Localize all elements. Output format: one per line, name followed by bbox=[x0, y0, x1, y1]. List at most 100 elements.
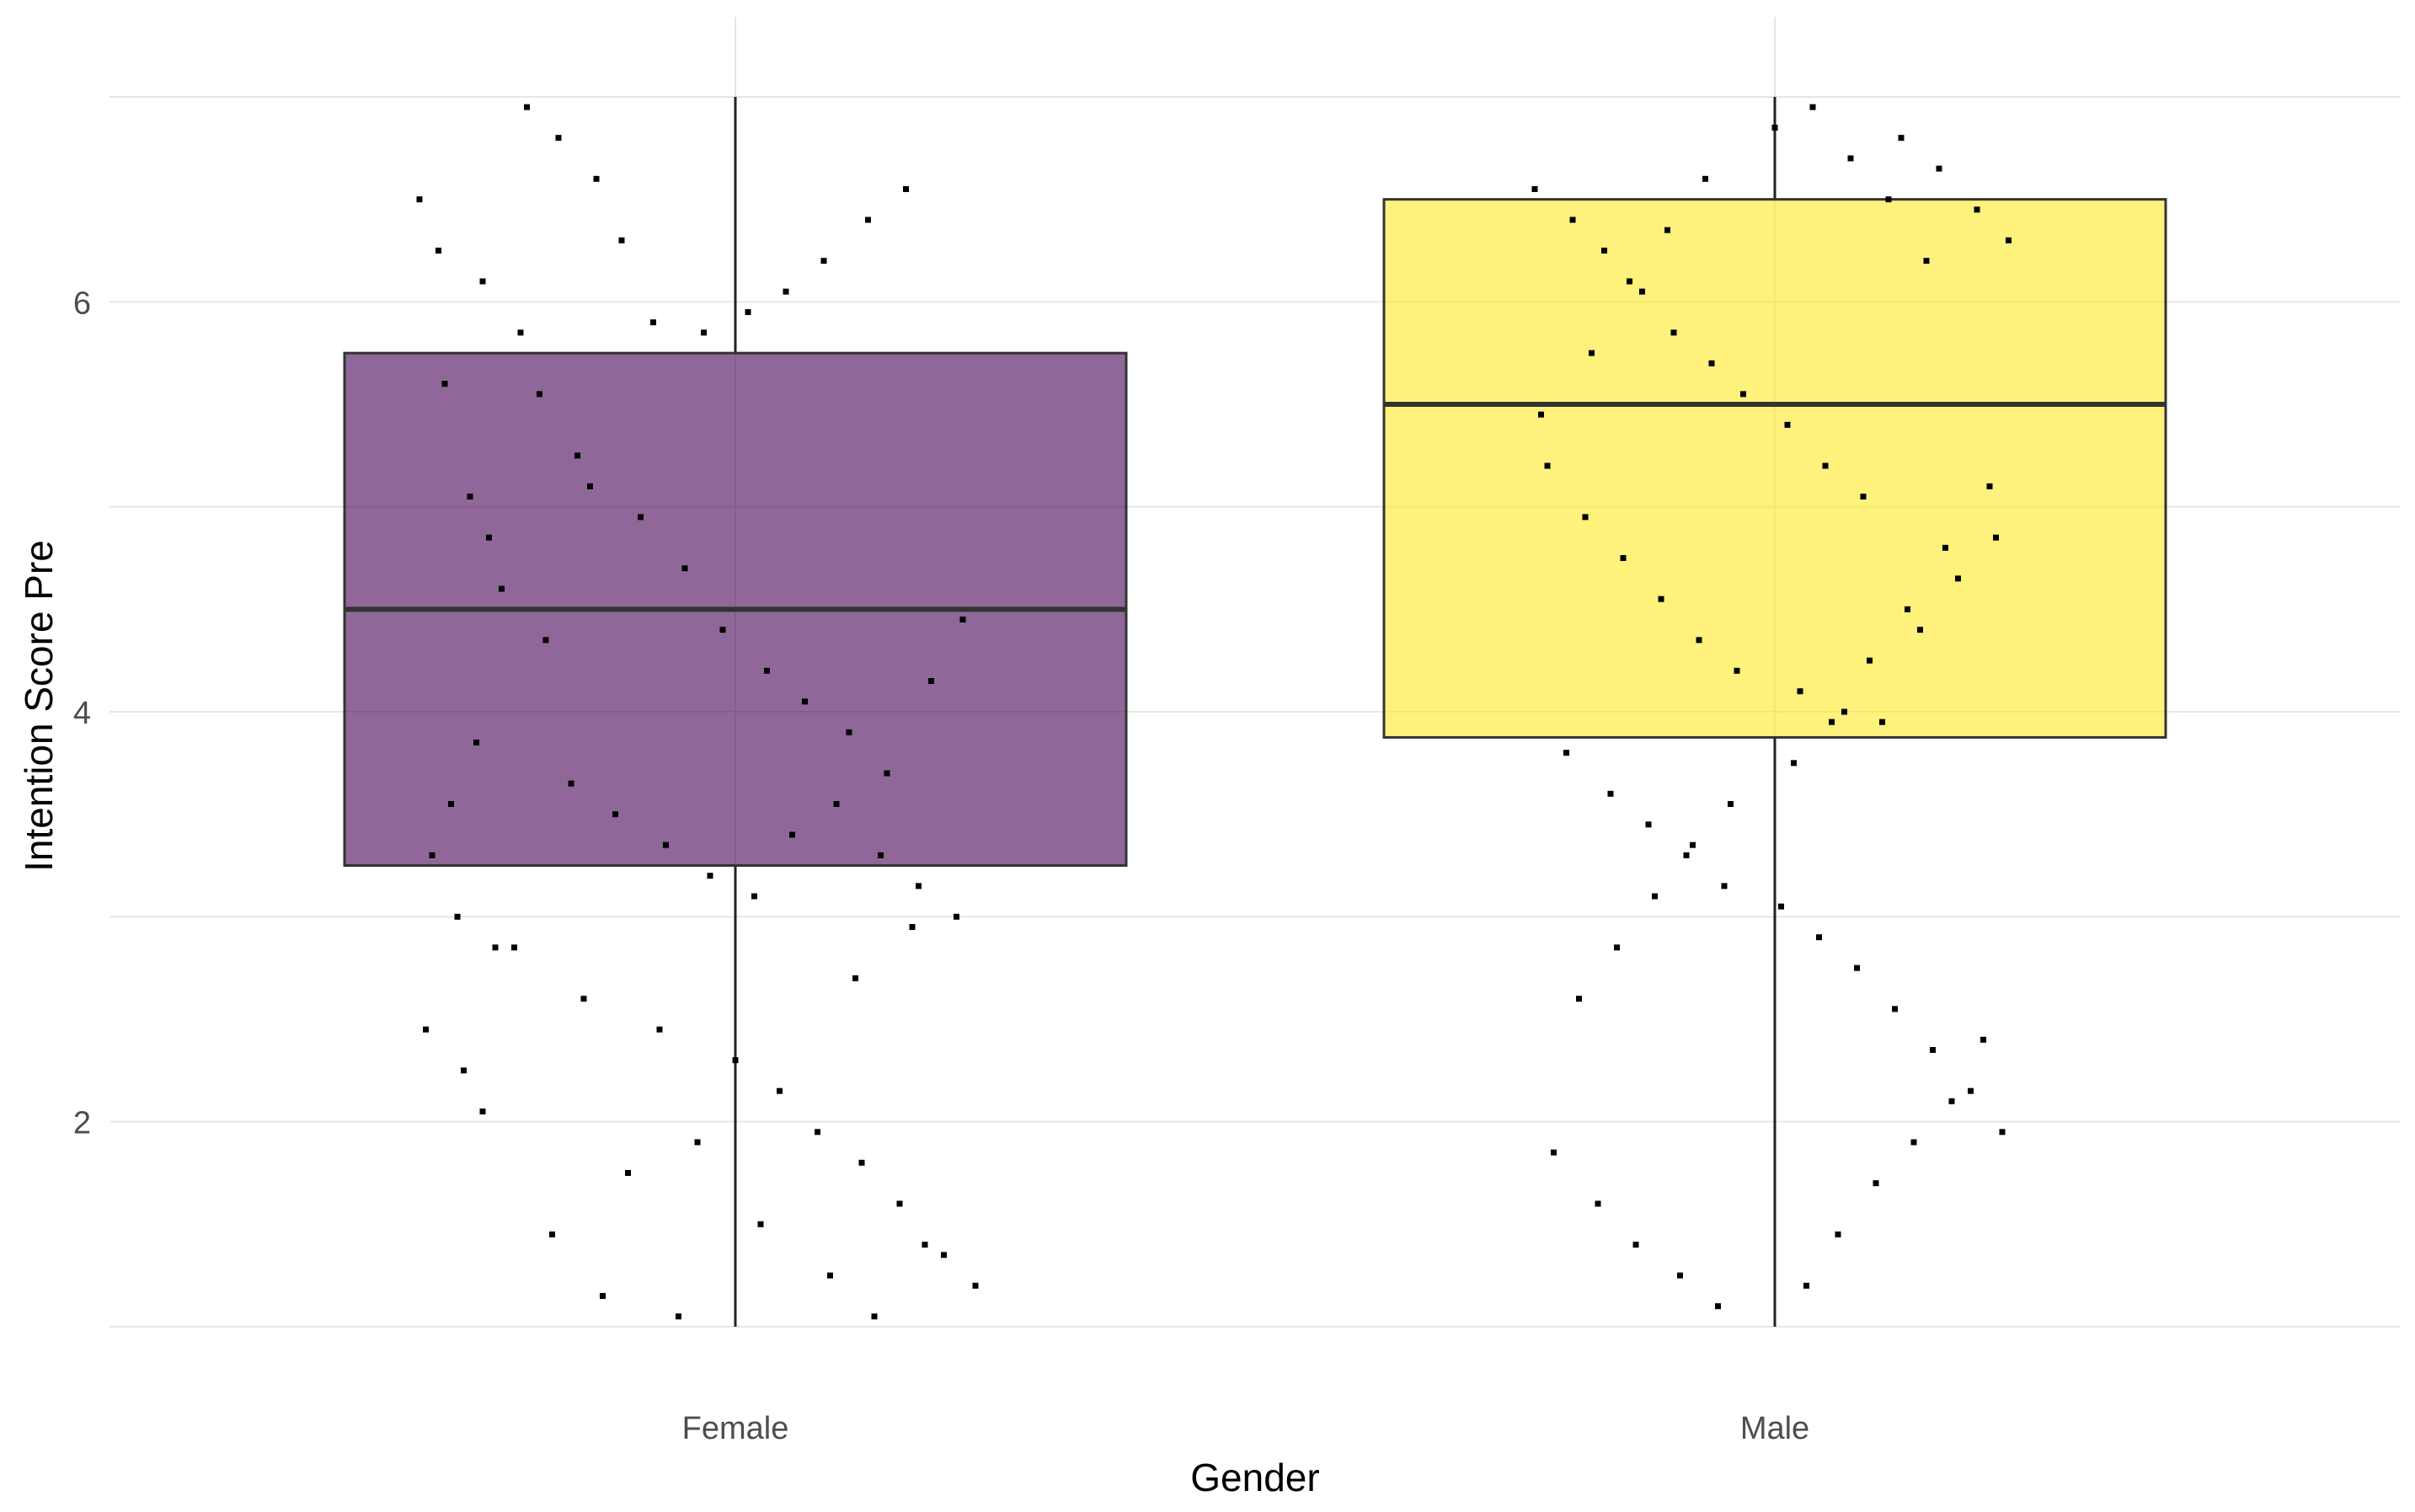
female-jitter-point bbox=[618, 237, 625, 243]
male-jitter-point bbox=[1847, 155, 1854, 162]
male-jitter-point bbox=[1854, 964, 1860, 971]
male-jitter-point bbox=[1809, 104, 1816, 110]
female-jitter-point bbox=[537, 391, 542, 398]
female-jitter-point bbox=[928, 678, 934, 684]
male-jitter-point bbox=[1867, 657, 1873, 664]
female-jitter-point bbox=[896, 1200, 903, 1207]
female-jitter-point bbox=[909, 924, 916, 930]
point-layer bbox=[416, 104, 2012, 1320]
male-jitter-point bbox=[1835, 1232, 1841, 1237]
female-jitter-point bbox=[524, 104, 530, 110]
female-jitter-point bbox=[941, 1252, 947, 1258]
male-jitter-point bbox=[1607, 790, 1614, 797]
female-jitter-point bbox=[833, 801, 840, 807]
male-jitter-point bbox=[1803, 1282, 1809, 1289]
box-layer bbox=[343, 97, 2167, 1327]
female-jitter-point bbox=[719, 627, 726, 633]
female-jitter-point bbox=[884, 770, 890, 777]
male-jitter-point bbox=[1986, 483, 1993, 489]
female-jitter-point bbox=[435, 248, 441, 254]
female-jitter-point bbox=[587, 483, 593, 489]
male-jitter-point bbox=[1677, 1272, 1683, 1279]
male-jitter-point bbox=[1930, 1047, 1936, 1053]
female-jitter-point bbox=[486, 534, 492, 541]
male-box bbox=[1382, 198, 2167, 739]
female-jitter-point bbox=[479, 278, 486, 285]
male-jitter-point bbox=[1784, 421, 1791, 428]
male-jitter-point bbox=[1942, 544, 1948, 551]
male-jitter-point bbox=[1898, 135, 1905, 142]
female-jitter-point bbox=[916, 883, 922, 890]
male-jitter-point bbox=[1658, 596, 1664, 602]
female-jitter-point bbox=[448, 801, 454, 807]
male-jitter-point bbox=[1936, 165, 1942, 172]
male-jitter-point bbox=[1734, 667, 1740, 674]
female-jitter-point bbox=[676, 1313, 681, 1320]
female-jitter-point bbox=[600, 1293, 606, 1299]
female-jitter-point bbox=[650, 319, 656, 326]
female-jitter-point bbox=[757, 1221, 764, 1227]
male-jitter-point bbox=[1778, 903, 1784, 910]
male-jitter-point bbox=[1873, 1180, 1879, 1187]
female-jitter-point bbox=[511, 944, 517, 951]
male-jitter-point bbox=[1664, 227, 1670, 233]
female-jitter-point bbox=[638, 514, 644, 521]
female-jitter-point bbox=[878, 852, 884, 858]
female-jitter-point bbox=[517, 329, 524, 336]
female-jitter-point bbox=[783, 288, 789, 295]
male-jitter-point bbox=[1974, 206, 1980, 213]
male-jitter-point bbox=[1538, 411, 1544, 418]
female-jitter-point bbox=[549, 1232, 555, 1237]
female-jitter-point bbox=[802, 698, 808, 705]
male-jitter-point bbox=[1551, 1149, 1557, 1156]
male-jitter-point bbox=[1948, 1098, 1955, 1104]
female-jitter-point bbox=[777, 1087, 783, 1094]
male-jitter-point bbox=[1652, 893, 1658, 900]
axis-layer: 2 4 6 Female Male bbox=[73, 286, 1809, 1446]
female-jitter-point bbox=[789, 831, 795, 838]
female-jitter-point bbox=[555, 135, 562, 142]
male-jitter-point bbox=[1822, 462, 1829, 469]
male-jitter-point bbox=[1589, 350, 1595, 356]
male-jitter-point bbox=[1708, 360, 1715, 366]
male-jitter-point bbox=[1632, 1242, 1639, 1248]
y-tick-label: 4 bbox=[73, 696, 91, 731]
male-jitter-point bbox=[1614, 944, 1620, 951]
male-jitter-point bbox=[1645, 821, 1652, 828]
y-tick-label: 6 bbox=[73, 286, 91, 321]
y-axis-title: Intention Score Pre bbox=[17, 540, 61, 872]
male-jitter-point bbox=[1715, 1303, 1721, 1310]
female-jitter-point bbox=[852, 975, 858, 981]
female-jitter-point bbox=[568, 780, 574, 787]
male-jitter-point bbox=[1531, 186, 1538, 192]
male-jitter-point bbox=[1999, 1129, 2006, 1135]
male-jitter-point bbox=[1690, 841, 1696, 848]
male-jitter-point bbox=[1860, 494, 1867, 500]
female-jitter-point bbox=[492, 944, 499, 951]
female-jitter-point bbox=[732, 1057, 739, 1064]
female-jitter-point bbox=[751, 893, 757, 900]
male-jitter-point bbox=[1797, 688, 1803, 695]
female-jitter-point bbox=[461, 1067, 467, 1074]
male-jitter-point bbox=[1816, 934, 1822, 941]
female-jitter-point bbox=[745, 309, 751, 315]
female-jitter-point bbox=[416, 196, 423, 203]
female-jitter-point bbox=[467, 494, 473, 500]
female-jitter-point bbox=[580, 996, 587, 1002]
male-jitter-point bbox=[1740, 391, 1746, 398]
male-jitter-point bbox=[1905, 606, 1910, 612]
male-jitter-point bbox=[1968, 1087, 1974, 1094]
female-jitter-point bbox=[701, 329, 707, 336]
female-jitter-point bbox=[473, 740, 479, 745]
female-jitter-point bbox=[574, 452, 580, 459]
female-jitter-point bbox=[663, 841, 669, 848]
male-jitter-point bbox=[1728, 801, 1734, 807]
male-jitter-point bbox=[1721, 883, 1728, 890]
male-jitter-point bbox=[1841, 708, 1847, 715]
female-jitter-point bbox=[865, 216, 871, 223]
female-jitter-point bbox=[593, 175, 600, 182]
female-jitter-point bbox=[954, 913, 959, 920]
female-jitter-point bbox=[871, 1313, 878, 1320]
y-tick-label: 2 bbox=[73, 1106, 91, 1141]
